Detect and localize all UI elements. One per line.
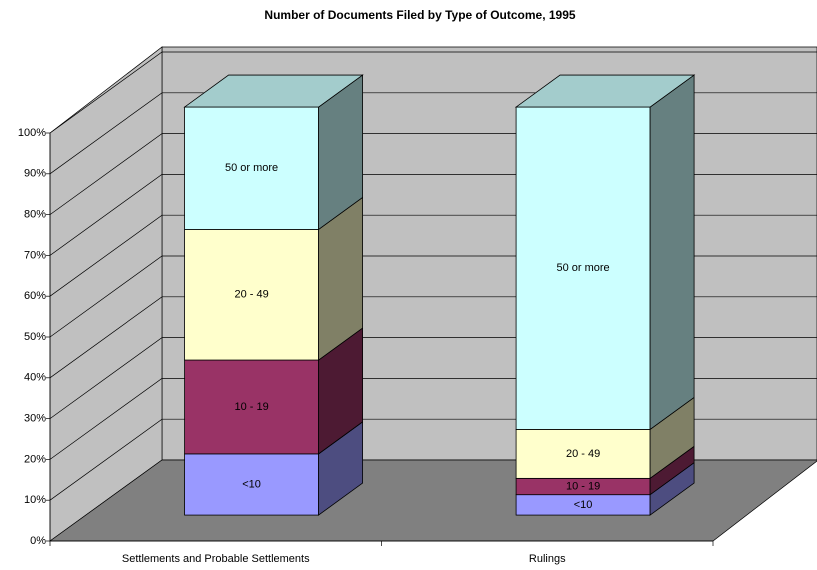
- bar-top: [183, 74, 364, 108]
- segment-label: 10 - 19: [234, 401, 268, 413]
- y-tick-label: 50%: [24, 331, 46, 343]
- y-tick-label: 10%: [24, 494, 46, 506]
- x-tick-label: Settlements and Probable Settlements: [122, 553, 310, 565]
- segment-label: <10: [242, 478, 261, 490]
- y-tick-label: 80%: [24, 209, 46, 221]
- floor: [48, 459, 817, 542]
- bar-side: [649, 74, 695, 431]
- bar-segment: [184, 229, 319, 361]
- segment-label: 50 or more: [225, 162, 278, 174]
- y-tick-label: 100%: [18, 127, 46, 139]
- segment-label: 20 - 49: [234, 289, 268, 301]
- y-tick-label: 70%: [24, 249, 46, 261]
- y-tick-label: 40%: [24, 372, 46, 384]
- y-tick-label: 60%: [24, 290, 46, 302]
- bar-segment: [184, 359, 319, 455]
- y-tick-label: 30%: [24, 413, 46, 425]
- segment-label: 20 - 49: [566, 448, 600, 460]
- bar-top: [514, 74, 696, 108]
- segment-label: <10: [574, 499, 593, 511]
- segment-label: 10 - 19: [566, 480, 600, 492]
- y-tick-label: 0%: [30, 535, 46, 547]
- bar-segment: [184, 106, 319, 230]
- grid-line: [49, 51, 817, 134]
- x-tick-label: Rulings: [529, 553, 566, 565]
- y-tick-label: 20%: [24, 453, 46, 465]
- y-tick-label: 90%: [24, 168, 46, 180]
- chart-title: Number of Documents Filed by Type of Out…: [264, 8, 575, 22]
- bar-segment: [515, 106, 651, 430]
- bar-segment: [184, 453, 319, 516]
- segment-label: 50 or more: [556, 262, 609, 274]
